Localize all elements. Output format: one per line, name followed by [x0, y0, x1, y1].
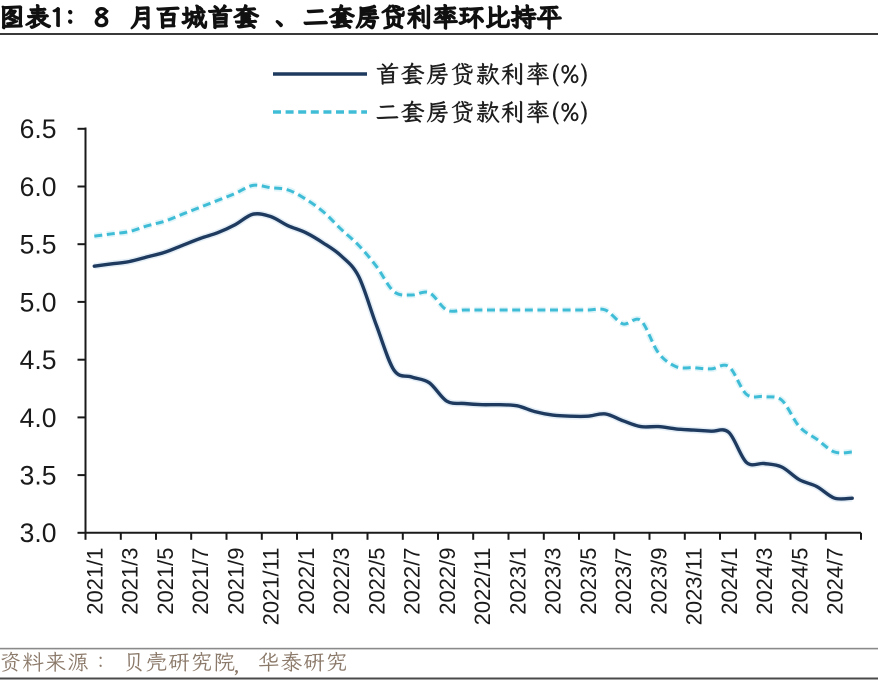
svg-text:2023/11: 2023/11: [682, 548, 707, 626]
svg-text:2021/11: 2021/11: [259, 548, 284, 626]
svg-text:2021/9: 2021/9: [223, 548, 248, 615]
svg-text:2022/3: 2022/3: [329, 548, 354, 615]
svg-text:6.5: 6.5: [20, 114, 57, 144]
svg-text:2022/5: 2022/5: [364, 548, 389, 615]
svg-text:2021/7: 2021/7: [188, 548, 213, 615]
svg-text:2023/7: 2023/7: [611, 548, 636, 615]
svg-text:2022/1: 2022/1: [294, 548, 319, 615]
svg-text:2023/3: 2023/3: [541, 548, 566, 615]
svg-text:2022/7: 2022/7: [400, 548, 425, 615]
svg-text:4.5: 4.5: [20, 345, 57, 375]
svg-text:2021/1: 2021/1: [82, 548, 107, 615]
svg-text:2021/3: 2021/3: [118, 548, 143, 615]
svg-text:5.0: 5.0: [20, 287, 57, 317]
svg-text:2023/5: 2023/5: [576, 548, 601, 615]
svg-text:2021/5: 2021/5: [153, 548, 178, 615]
svg-text:2023/1: 2023/1: [505, 548, 530, 615]
svg-text:2024/5: 2024/5: [787, 548, 812, 615]
svg-text:2022/9: 2022/9: [435, 548, 460, 615]
svg-text:3.0: 3.0: [20, 518, 57, 548]
svg-text:6.0: 6.0: [20, 172, 57, 202]
svg-text:2024/7: 2024/7: [823, 548, 848, 615]
svg-text:4.0: 4.0: [20, 403, 57, 433]
svg-text:2024/3: 2024/3: [752, 548, 777, 615]
svg-text:2022/11: 2022/11: [470, 548, 495, 626]
svg-text:2023/9: 2023/9: [646, 548, 671, 615]
svg-text:3.5: 3.5: [20, 461, 57, 491]
svg-text:2024/1: 2024/1: [717, 548, 742, 615]
svg-text:5.5: 5.5: [20, 230, 57, 260]
